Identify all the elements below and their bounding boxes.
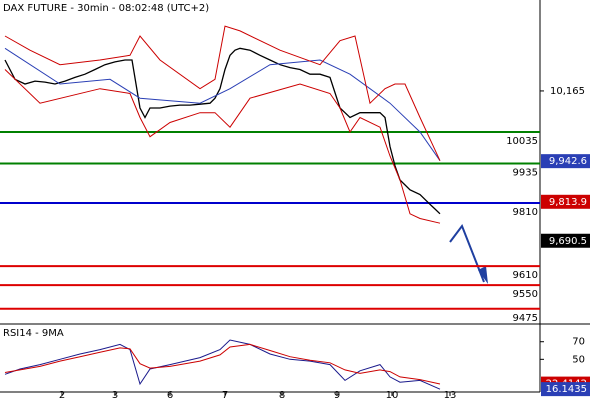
series-line — [4, 339, 441, 390]
level-label: 9610 — [513, 270, 538, 281]
series-line — [4, 343, 441, 385]
price-badge — [541, 233, 590, 248]
x-tick-label: 3 — [112, 390, 118, 400]
price-badge-label: 9,813.9 — [549, 197, 587, 208]
y-tick-label: 50 — [572, 354, 585, 365]
level-label: 9475 — [513, 313, 538, 324]
x-tick-label: 7 — [222, 390, 228, 400]
x-tick-label: 13 — [444, 390, 457, 400]
x-tick-label: 9 — [334, 390, 340, 400]
price-badge-label: 16.1435 — [546, 384, 587, 395]
series-line — [4, 25, 441, 161]
x-tick-label: 6 — [167, 390, 173, 400]
series-line — [4, 47, 441, 161]
chart-title: DAX FUTURE - 30min - 08:02:48 (UTC+2) — [3, 3, 209, 14]
arrow-head — [478, 266, 488, 284]
y-tick-label: 10,165 — [550, 86, 585, 97]
price-badge — [541, 194, 590, 209]
x-tick-label: 8 — [279, 390, 285, 400]
level-label: 9935 — [513, 168, 538, 179]
series-line — [4, 47, 441, 215]
series-line — [4, 69, 441, 224]
forecast-arrow — [449, 223, 485, 283]
price-badge-label: 9,690.5 — [549, 236, 587, 247]
y-tick-label: 70 — [572, 337, 585, 348]
x-tick-label: 2 — [59, 390, 65, 400]
level-label: 9810 — [513, 207, 538, 218]
price-badge — [541, 154, 590, 169]
price-badge-label: 9,942.6 — [549, 156, 587, 167]
x-tick-label: 10 — [386, 390, 399, 400]
price-badge — [541, 382, 590, 397]
level-label: 9550 — [513, 289, 538, 300]
panel-title: RSI14 - 9MA — [3, 328, 64, 339]
level-label: 10035 — [506, 136, 538, 147]
